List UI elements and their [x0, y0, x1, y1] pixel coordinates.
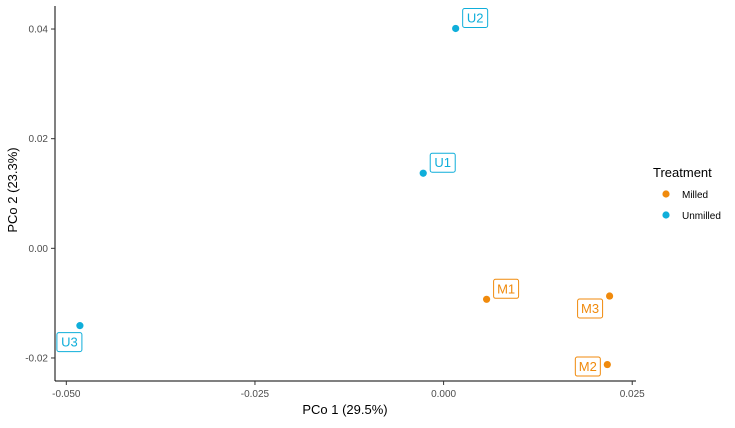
y-tick-label: 0.00	[29, 244, 49, 255]
point-label-box	[462, 7, 489, 28]
point-label-box	[493, 278, 520, 299]
point-label-u1: U1	[429, 152, 456, 173]
legend-title: Treatment	[653, 165, 712, 180]
point-label-box	[577, 298, 604, 319]
legend-label-unmilled: Unmilled	[682, 211, 721, 222]
axes: -0.050 -0.025 0.000 0.025 -0.02 0.00 0.02 0.04	[25, 6, 645, 400]
point-label-text: U1	[434, 155, 451, 170]
x-tick-label: 0.000	[431, 389, 456, 400]
data-point-u1	[419, 169, 427, 177]
legend-label-milled: Milled	[682, 190, 708, 201]
data-point-u2	[452, 24, 460, 33]
legend-swatch-milled	[662, 190, 670, 198]
point-label-text: M1	[497, 281, 515, 296]
legend: Treatment Milled Unmilled	[653, 165, 721, 222]
data-point-u3	[76, 322, 84, 330]
legend-swatch-unmilled	[662, 211, 670, 219]
point-label-text: M3	[581, 301, 599, 316]
point-label-box	[56, 332, 83, 353]
point-label-text: U2	[467, 10, 484, 25]
y-tick-label: 0.04	[29, 25, 49, 36]
x-tick-label: -0.025	[241, 389, 270, 400]
point-label-u2: U2	[462, 7, 489, 28]
point-label-u3: U3	[56, 332, 83, 353]
x-tick-label: -0.050	[52, 389, 81, 400]
x-tick-label: 0.025	[620, 389, 645, 400]
data-point-m3	[605, 292, 614, 300]
legend-entries: Milled Unmilled	[662, 190, 721, 222]
point-label-box	[429, 152, 456, 173]
data-points	[76, 24, 614, 369]
y-axis-title: PCo 2 (23.3%)	[5, 147, 20, 232]
point-labels: M1 M2 M3 U1 U2 U3	[56, 7, 604, 377]
y-tick-label: -0.02	[25, 353, 48, 364]
point-label-box	[574, 356, 601, 377]
data-point-m2	[603, 360, 611, 369]
point-label-m3: M3	[577, 298, 604, 319]
point-label-text: U3	[61, 335, 78, 350]
y-tick-label: 0.02	[29, 134, 49, 145]
point-label-m2: M2	[574, 356, 601, 377]
data-point-m1	[483, 295, 491, 303]
x-axis-title: PCo 1 (29.5%)	[302, 402, 387, 417]
point-label-text: M2	[579, 359, 597, 374]
point-label-m1: M1	[493, 278, 520, 299]
